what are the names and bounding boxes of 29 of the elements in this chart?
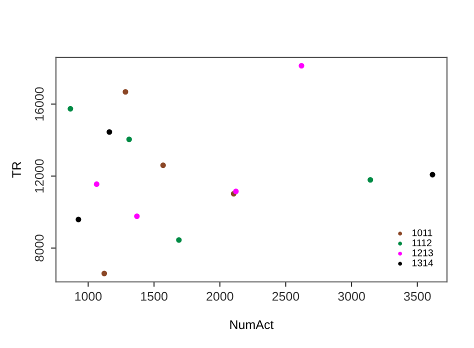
legend-label: 1112 (412, 239, 432, 246)
y-tick-label: 16000 (34, 87, 44, 121)
x-tick-label: 1500 (141, 292, 168, 301)
legend-label: 1011 (412, 229, 432, 236)
x-tick-label: 3500 (404, 292, 431, 301)
point (176, 237, 182, 243)
point (160, 162, 166, 168)
point (122, 89, 128, 95)
point (233, 188, 239, 194)
point (106, 129, 112, 135)
point (368, 177, 374, 183)
y-tick-label: 12000 (34, 159, 44, 193)
point (134, 213, 140, 220)
legend-label: 1314 (412, 259, 434, 266)
x-tick-label: 3000 (338, 292, 365, 301)
point (94, 181, 100, 187)
point (298, 62, 304, 69)
y-axis-title: TR (12, 162, 21, 178)
point (126, 136, 132, 142)
legend-label: 1213 (412, 249, 433, 256)
point (76, 216, 82, 222)
x-tick-label: 2500 (272, 292, 300, 301)
x-tick-label: 1000 (75, 292, 102, 301)
x-axis-title: NumAct (230, 320, 274, 330)
x-tick-label: 2000 (206, 292, 234, 301)
point (430, 172, 436, 178)
point (68, 106, 74, 112)
point (101, 270, 108, 276)
y-tick-label: 8000 (34, 234, 44, 262)
